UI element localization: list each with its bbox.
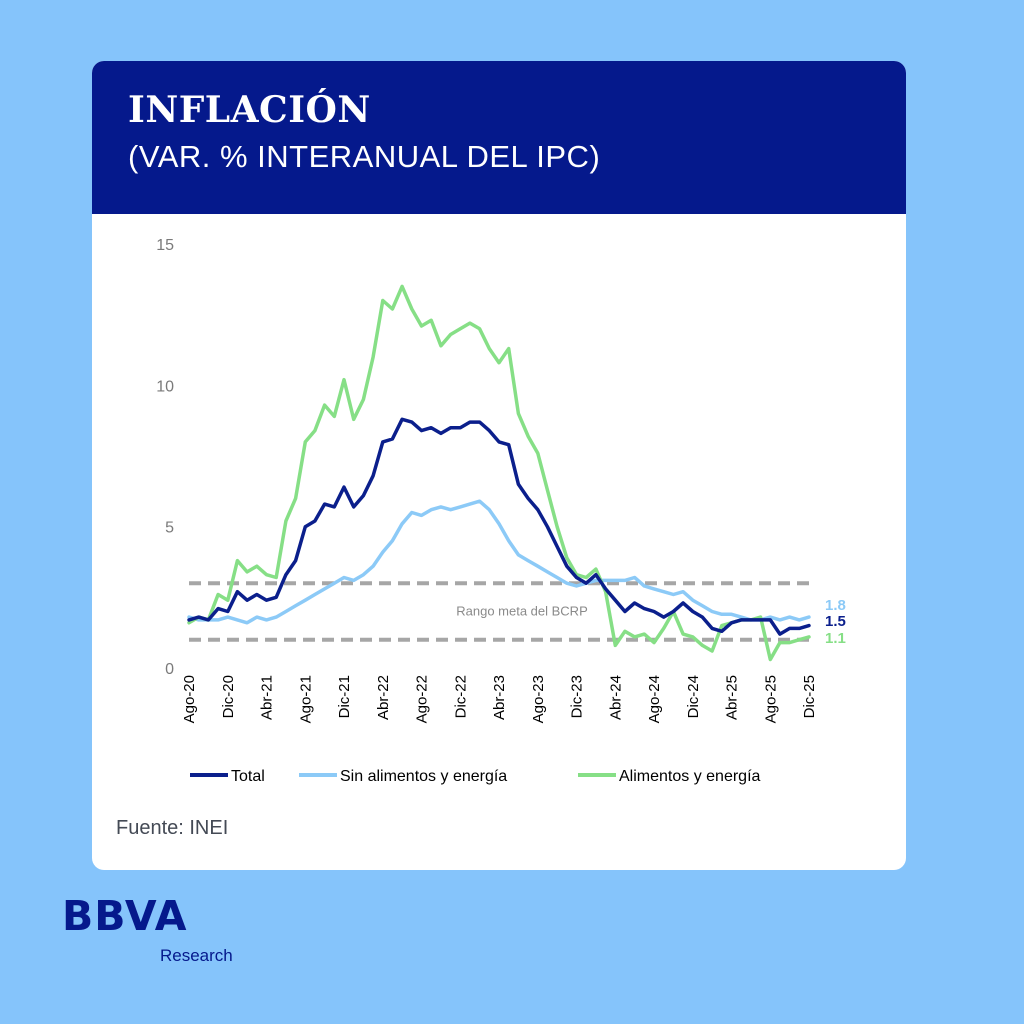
series-line-total	[187, 417, 811, 636]
y-tick-label: 0	[165, 661, 174, 678]
source-note: Fuente: INEI	[116, 817, 229, 839]
x-tick-label: Abr-25	[724, 675, 741, 720]
x-tick-label: Ago-23	[530, 675, 547, 723]
x-tick-label: Abr-23	[491, 675, 508, 720]
legend-label-food: Alimentos y energía	[619, 768, 761, 785]
end-label-total: 1.5	[825, 613, 846, 630]
x-tick-label: Abr-21	[259, 675, 276, 720]
x-tick-label: Dic-25	[801, 675, 818, 718]
chart-title: INFLACIÓN	[128, 89, 371, 131]
legend-label-total: Total	[231, 768, 265, 785]
y-tick-label: 5	[165, 520, 174, 537]
x-tick-label: Dic-24	[685, 675, 702, 718]
bbva-research-label: Research	[160, 946, 233, 965]
chart-card: INFLACIÓN (VAR. % INTERANUAL DEL IPC) 0 5…	[92, 61, 906, 870]
x-tick-label: Ago-24	[646, 675, 663, 723]
series-line-core	[187, 499, 811, 625]
target-band-label: Rango meta del BCRP	[456, 603, 588, 618]
x-tick-label: Abr-24	[607, 675, 624, 720]
x-tick-label: Ago-20	[181, 675, 198, 723]
x-tick-label: Ago-21	[297, 675, 314, 723]
card-header: INFLACIÓN (VAR. % INTERANUAL DEL IPC)	[92, 61, 906, 214]
x-tick-label: Dic-21	[336, 675, 353, 718]
x-tick-label: Dic-22	[452, 675, 469, 718]
x-tick-label: Ago-25	[762, 675, 779, 723]
x-tick-label: Dic-23	[569, 675, 586, 718]
x-tick-label: Dic-20	[220, 675, 237, 718]
end-label-core: 1.8	[825, 597, 846, 614]
y-tick-label: 10	[156, 378, 174, 395]
y-tick-label: 15	[156, 237, 174, 254]
x-tick-label: Abr-22	[375, 675, 392, 720]
end-label-food: 1.1	[825, 630, 846, 647]
x-tick-label: Ago-22	[414, 675, 431, 723]
series-line-food	[187, 284, 811, 662]
chart-subtitle: (VAR. % INTERANUAL DEL IPC)	[128, 139, 601, 174]
legend-label-core: Sin alimentos y energía	[340, 768, 507, 785]
inflation-line-chart: 0 5 10 15 Rango meta del BCRP 1.51.8 1.1 Ago-20…	[156, 237, 846, 785]
bbva-logo: BBVA	[62, 892, 188, 940]
